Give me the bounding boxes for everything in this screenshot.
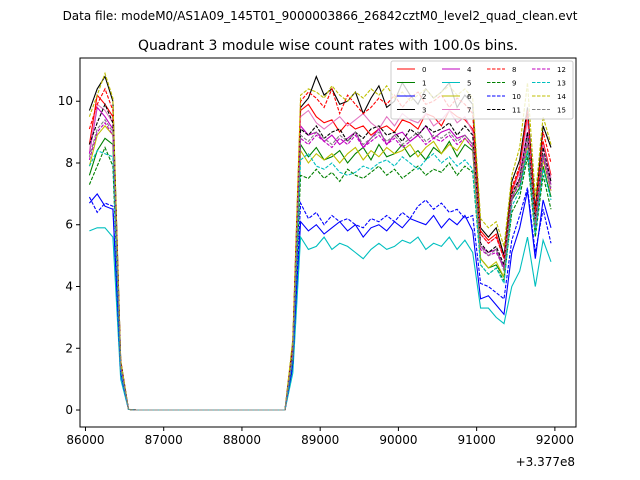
series-line-6: [88, 125, 552, 411]
x-tick-label: 88000: [223, 433, 261, 447]
plot-area: 86000 87000 88000 89000 90000 91000 92000 0 2 4 6 8…: [58, 57, 577, 447]
legend-label-9: 9: [512, 80, 516, 88]
legend-label-2: 2: [422, 93, 426, 101]
chart-suptitle: Data file: modeM0/AS1A09_145T01_90000038…: [63, 9, 578, 23]
series-line-0: [88, 93, 552, 411]
y-tick-label: 6: [65, 218, 73, 232]
legend-label-14: 14: [557, 93, 566, 101]
y-tick-label: 8: [65, 156, 73, 170]
legend-label-7: 7: [467, 107, 471, 115]
legend-label-0: 0: [422, 66, 426, 74]
x-tick-label: 92000: [536, 433, 574, 447]
series-line-11: [88, 102, 552, 411]
legend-label-8: 8: [512, 66, 516, 74]
x-offset-label: +3.377e8: [516, 455, 575, 469]
legend-box: [390, 60, 574, 120]
legend-label-5: 5: [467, 80, 471, 88]
series-line-7: [88, 103, 552, 411]
legend-label-4: 4: [467, 66, 472, 74]
legend-label-11: 11: [512, 107, 521, 115]
y-tick-label: 2: [65, 341, 73, 355]
series-line-9: [88, 146, 552, 411]
y-tick-label: 0: [65, 403, 73, 417]
series-line-15: [88, 118, 552, 411]
series-line-1: [88, 137, 552, 411]
legend-label-6: 6: [467, 93, 472, 101]
x-tick-label: 91000: [458, 433, 496, 447]
legend-label-1: 1: [422, 80, 426, 88]
legend-label-10: 10: [512, 93, 521, 101]
axes-frame: [79, 57, 577, 428]
series-line-10: [88, 187, 552, 411]
legend-label-15: 15: [557, 107, 566, 115]
legend-label-12: 12: [557, 66, 566, 74]
x-tick-label: 89000: [301, 433, 339, 447]
y-tick-label: 4: [65, 280, 73, 294]
legend-label-13: 13: [557, 80, 566, 88]
y-tick-label: 10: [58, 94, 73, 108]
chart-title: Quadrant 3 module wise count rates with …: [138, 38, 518, 54]
series-line-2: [88, 190, 552, 411]
x-tick-label: 90000: [379, 433, 417, 447]
x-tick-label: 87000: [145, 433, 183, 447]
series-line-5: [89, 227, 552, 411]
legend-label-3: 3: [422, 107, 426, 115]
x-tick-label: 86000: [66, 433, 104, 447]
series-line-13: [88, 149, 552, 411]
